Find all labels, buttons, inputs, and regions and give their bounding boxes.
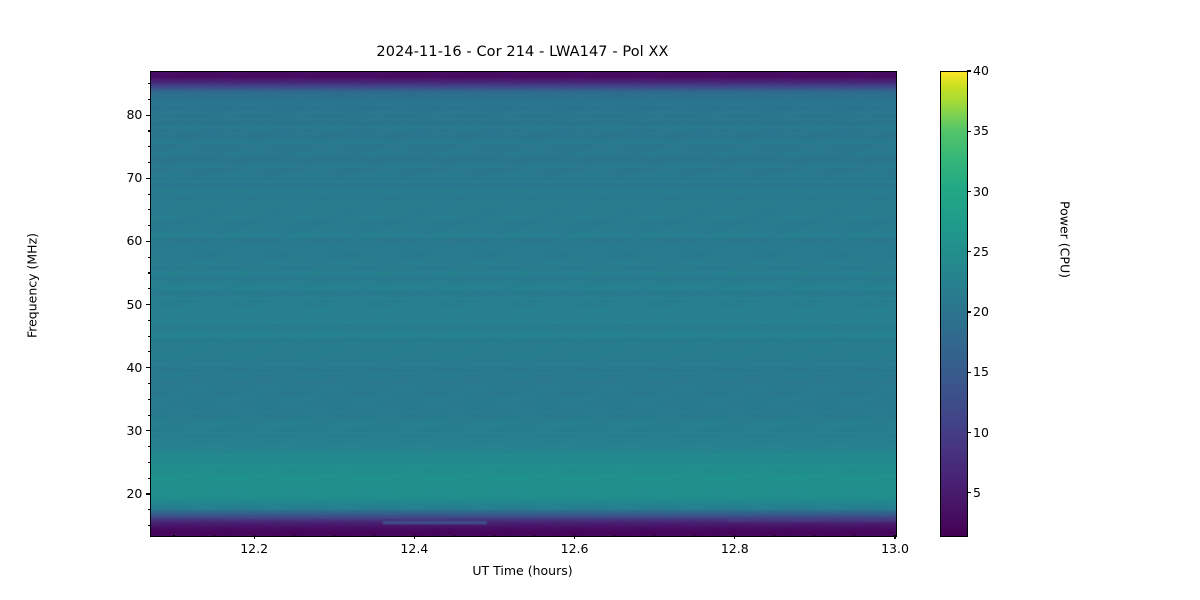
- y-axis-major-tick: [146, 430, 150, 432]
- x-axis-major-tick: [734, 535, 736, 539]
- y-axis-minor-tick: [147, 146, 150, 148]
- y-axis-minor-tick: [147, 461, 150, 463]
- colorbar-tick: [967, 432, 971, 434]
- y-axis-minor-tick: [147, 414, 150, 416]
- x-axis-minor-tick: [333, 535, 335, 538]
- x-axis-minor-tick: [694, 535, 696, 538]
- y-axis-minor-tick: [147, 83, 150, 85]
- y-axis-tick-label: 40: [126, 359, 143, 375]
- x-axis-tick-label: 12.4: [400, 541, 429, 556]
- x-axis-label: UT Time (hours): [472, 563, 573, 578]
- colorbar-tick: [967, 371, 971, 373]
- colorbar-tick-label: 20: [973, 304, 989, 320]
- y-axis-tick-label: 20: [126, 485, 143, 501]
- y-axis-tick-label: 50: [126, 296, 143, 312]
- colorbar[interactable]: [940, 71, 968, 537]
- colorbar-tick-label: 30: [973, 183, 989, 199]
- x-axis-minor-tick: [373, 535, 375, 538]
- spectrogram-canvas: [151, 72, 896, 536]
- colorbar-gradient: [941, 72, 967, 536]
- y-axis-minor-tick: [147, 382, 150, 385]
- x-axis-minor-tick: [814, 535, 816, 538]
- x-axis-major-tick: [413, 535, 415, 539]
- y-axis-major-tick: [146, 367, 150, 369]
- y-axis-label: Frequency (MHz): [24, 232, 40, 339]
- y-axis-minor-tick: [147, 524, 150, 527]
- y-axis-major-tick: [146, 304, 150, 306]
- y-axis-minor-tick: [147, 335, 150, 337]
- x-axis-minor-tick: [493, 535, 495, 538]
- y-axis-minor-tick: [147, 225, 150, 227]
- y-axis-minor-tick: [147, 477, 150, 479]
- colorbar-tick: [967, 190, 971, 193]
- colorbar-tick: [967, 70, 971, 72]
- y-axis-minor-tick: [147, 509, 150, 511]
- y-axis-minor-tick: [147, 446, 150, 448]
- y-axis-tick-label: 80: [126, 107, 143, 123]
- colorbar-tick: [967, 492, 971, 494]
- x-axis-tick-label: 12.2: [240, 541, 269, 556]
- y-axis-minor-tick: [147, 98, 150, 100]
- x-axis-minor-tick: [173, 535, 175, 538]
- y-axis-major-tick: [146, 114, 150, 116]
- x-axis-minor-tick: [774, 535, 776, 538]
- y-axis-minor-tick: [147, 398, 150, 400]
- y-axis-minor-tick: [147, 193, 150, 195]
- y-axis-minor-tick: [147, 161, 150, 164]
- colorbar-tick-label: 10: [973, 424, 989, 440]
- x-axis-minor-tick: [654, 535, 656, 538]
- y-axis-minor-tick: [147, 288, 150, 290]
- x-axis-major-tick: [894, 535, 896, 539]
- x-axis-minor-tick: [854, 535, 856, 538]
- x-axis-minor-tick: [614, 535, 616, 538]
- x-axis-tick-label: 13.0: [881, 541, 909, 556]
- x-axis-minor-tick: [293, 535, 295, 538]
- page-title: 2024-11-16 - Cor 214 - LWA147 - Pol XX: [376, 44, 669, 60]
- spectrogram-image: [151, 72, 896, 536]
- colorbar-tick-label: 35: [973, 123, 989, 139]
- x-axis-minor-tick: [533, 535, 536, 538]
- y-axis-minor-tick: [147, 130, 150, 132]
- y-axis-tick-label: 60: [126, 233, 143, 249]
- colorbar-tick: [967, 130, 971, 132]
- colorbar-tick: [967, 311, 971, 313]
- colorbar-tick-label: 40: [973, 63, 989, 78]
- y-axis-minor-tick: [147, 272, 150, 274]
- x-axis-major-tick: [253, 535, 255, 539]
- y-axis-major-tick: [146, 177, 150, 179]
- y-axis-tick-label: 30: [126, 422, 143, 438]
- y-axis-major-tick: [146, 240, 150, 242]
- x-axis-minor-tick: [453, 535, 455, 538]
- y-axis-tick-label: 70: [126, 170, 143, 186]
- spectrogram-axes[interactable]: [150, 71, 897, 537]
- y-axis-minor-tick: [147, 351, 150, 353]
- y-axis-minor-tick: [147, 319, 150, 321]
- x-axis-major-tick: [574, 535, 576, 539]
- colorbar-tick-label: 25: [973, 243, 989, 259]
- y-axis-minor-tick: [147, 209, 150, 211]
- colorbar-tick: [967, 251, 971, 253]
- y-axis-minor-tick: [147, 256, 150, 258]
- y-axis-major-tick: [146, 493, 150, 495]
- colorbar-label: Power (CPU): [1057, 201, 1073, 278]
- x-axis-minor-tick: [213, 535, 215, 538]
- x-axis-tick-label: 12.8: [720, 541, 749, 556]
- colorbar-tick-label: 5: [973, 484, 981, 500]
- x-axis-tick-label: 12.6: [560, 541, 589, 556]
- colorbar-tick-label: 15: [973, 364, 989, 380]
